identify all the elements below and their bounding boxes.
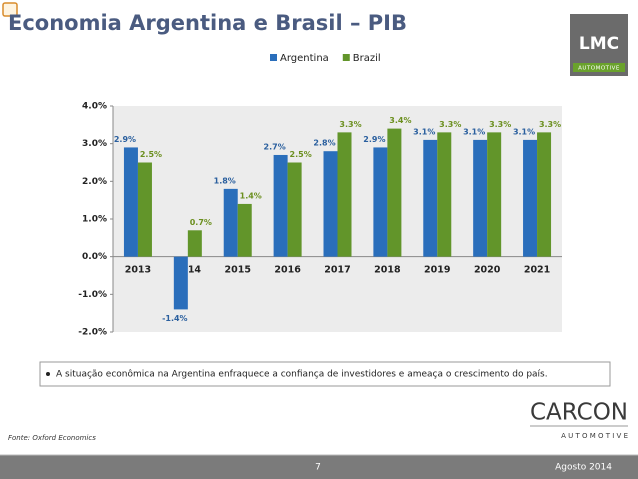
- data-label: 1.4%: [240, 191, 262, 200]
- data-label: 2.8%: [313, 139, 335, 148]
- legend-swatch: [342, 54, 350, 61]
- data-label: 2.9%: [114, 135, 136, 144]
- bar: [537, 132, 552, 257]
- y-tick-label: 1.0%: [82, 215, 107, 225]
- y-tick-label: 0.0%: [82, 252, 107, 262]
- slide-title: Economia Argentina e Brasil – PIB: [8, 11, 407, 35]
- x-tick-label: 2017: [324, 265, 350, 276]
- bar: [423, 139, 438, 257]
- lmc-logo-bar: [573, 63, 625, 72]
- x-tick-label: 2016: [274, 265, 301, 276]
- y-tick-label: 4.0%: [82, 102, 107, 112]
- bar: [323, 151, 338, 257]
- y-tick-label: 2.0%: [82, 177, 107, 187]
- data-label: -1.4%: [162, 314, 188, 323]
- x-tick-label: 2013: [125, 265, 151, 276]
- data-label: 3.3%: [439, 120, 461, 129]
- data-label: 2.9%: [363, 135, 385, 144]
- data-label: 3.3%: [339, 120, 361, 129]
- data-label: 3.3%: [489, 120, 511, 129]
- bar: [387, 128, 402, 257]
- bar: [137, 162, 152, 257]
- legend-label: Argentina: [280, 53, 329, 64]
- bar: [487, 132, 502, 257]
- brand-name: CARCON: [530, 400, 628, 426]
- comment-icon[interactable]: [2, 2, 18, 17]
- data-label: 2.5%: [140, 150, 162, 159]
- x-tick-label: 2021: [524, 265, 550, 276]
- chart: 4.0% 3.0% 2.0% 1.0% 0.0% -1.0% -2.0% Argentina B…: [78, 53, 562, 338]
- legend-label: Brazil: [353, 53, 381, 64]
- note: A situação econômica na Argentina enfraq…: [56, 369, 548, 380]
- y-tick-label: -1.0%: [78, 290, 107, 300]
- data-label: 1.8%: [214, 176, 236, 185]
- lmc-logo-tagline: AUTOMOTIVE: [578, 66, 620, 72]
- footer-date: Agosto 2014: [555, 463, 612, 473]
- data-label: 2.7%: [264, 142, 286, 151]
- bar: [523, 139, 538, 257]
- bar: [473, 139, 488, 257]
- page-number: 7: [315, 463, 321, 473]
- x-tick-label: 2020: [474, 265, 501, 276]
- footer-bar: [0, 455, 638, 479]
- bar: [237, 203, 252, 257]
- y-tick-label: 3.0%: [82, 139, 107, 149]
- data-label: 3.1%: [413, 127, 435, 136]
- data-label: 0.7%: [190, 218, 212, 227]
- legend-swatch: [270, 54, 277, 61]
- data-label: 3.3%: [539, 120, 561, 129]
- bar: [287, 162, 302, 257]
- bar: [273, 154, 288, 257]
- brand-tagline: A U T O M O T I V E: [561, 432, 628, 440]
- x-tick-label: 2015: [224, 265, 250, 276]
- bar: [123, 147, 138, 257]
- bar: [187, 230, 202, 257]
- source: Fonte: Oxford Economics: [8, 434, 96, 442]
- bar: [373, 147, 388, 257]
- x-tick-label: 2014: [175, 265, 202, 276]
- data-label: 3.1%: [513, 127, 535, 136]
- bullet: [46, 372, 50, 376]
- bar: [337, 132, 352, 257]
- x-tick-label: 2019: [424, 265, 450, 276]
- data-label: 3.1%: [463, 127, 485, 136]
- lmc-logo-name: LMC: [579, 34, 619, 54]
- x-tick-label: 2018: [374, 265, 401, 276]
- y-tick-label: -2.0%: [78, 328, 107, 338]
- data-label: 3.4%: [389, 116, 411, 125]
- bar: [223, 188, 238, 257]
- data-label: 2.5%: [290, 150, 312, 159]
- bar: [173, 256, 188, 310]
- note-box: [39, 361, 611, 387]
- bar: [437, 132, 452, 257]
